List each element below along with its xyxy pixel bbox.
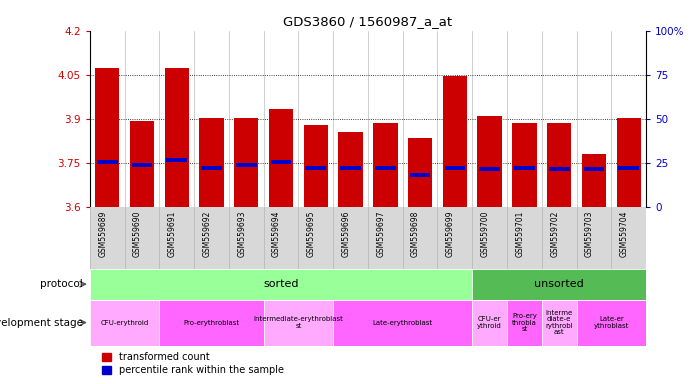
Bar [167,158,187,162]
Bar [90,269,472,300]
Bar [512,124,537,207]
Bar [132,163,152,167]
Bar [408,138,433,207]
Bar [472,269,646,300]
Text: GSM559692: GSM559692 [202,210,211,257]
Bar [549,167,569,171]
Bar [480,167,500,171]
Text: protocol: protocol [40,279,83,289]
Text: GSM559699: GSM559699 [446,210,455,257]
Bar [130,121,154,207]
Bar [305,166,326,169]
Bar [264,300,333,346]
Bar [95,68,120,207]
Text: GSM559689: GSM559689 [98,210,107,257]
Bar [234,118,258,207]
Bar [582,154,606,207]
Text: GSM559691: GSM559691 [168,210,177,257]
Bar [477,116,502,207]
Bar [90,300,160,346]
Text: GSM559697: GSM559697 [377,210,386,257]
Title: GDS3860 / 1560987_a_at: GDS3860 / 1560987_a_at [283,15,453,28]
Text: Pro-erythroblast: Pro-erythroblast [183,319,240,326]
Bar [160,300,264,346]
Text: GSM559695: GSM559695 [307,210,316,257]
Bar [507,300,542,346]
Text: GSM559704: GSM559704 [620,210,629,257]
Bar [616,118,641,207]
Text: GSM559702: GSM559702 [550,210,559,257]
Bar [547,124,571,207]
Bar [472,300,507,346]
Bar [201,166,222,169]
Bar [584,167,604,171]
Text: Intermediate-erythroblast
st: Intermediate-erythroblast st [254,316,343,329]
Bar [97,160,117,164]
Bar [303,125,328,207]
Bar [199,118,224,207]
Bar [340,166,361,169]
Text: GSM559690: GSM559690 [133,210,142,257]
Text: GSM559700: GSM559700 [481,210,490,257]
Bar [576,300,646,346]
Text: GSM559703: GSM559703 [585,210,594,257]
Bar [618,166,639,169]
Bar [271,160,292,164]
Text: GSM559696: GSM559696 [341,210,350,257]
Bar [443,76,467,207]
Bar [444,166,465,169]
Bar [375,166,396,169]
Bar [269,109,293,207]
Bar [339,132,363,207]
Bar [410,173,430,177]
Text: unsorted: unsorted [534,279,584,289]
Text: development stage: development stage [0,318,83,328]
Text: Late-erythroblast: Late-erythroblast [372,319,433,326]
Bar [373,124,397,207]
Bar [164,68,189,207]
Text: sorted: sorted [263,279,299,289]
Text: GSM559694: GSM559694 [272,210,281,257]
Text: CFU-er
ythroid: CFU-er ythroid [477,316,502,329]
Bar [514,166,535,169]
Text: CFU-erythroid: CFU-erythroid [100,319,149,326]
Legend: transformed count, percentile rank within the sample: transformed count, percentile rank withi… [102,353,284,375]
Bar [333,300,472,346]
Text: Interme
diate-e
rythrobl
ast: Interme diate-e rythrobl ast [545,310,573,335]
Text: GSM559698: GSM559698 [411,210,420,257]
Text: GSM559701: GSM559701 [515,210,524,257]
Bar [542,300,576,346]
Bar [236,163,256,167]
Text: GSM559693: GSM559693 [237,210,246,257]
Text: Pro-ery
throbla
st: Pro-ery throbla st [512,313,537,332]
Text: Late-er
ythroblast: Late-er ythroblast [594,316,629,329]
